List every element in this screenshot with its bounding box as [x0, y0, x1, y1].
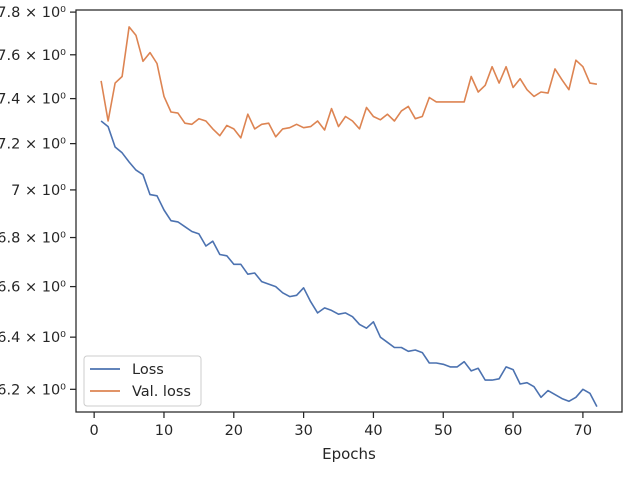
plot-area	[75, 9, 623, 413]
x-tick-label: 10	[155, 423, 173, 439]
legend-label: Loss	[132, 362, 164, 378]
y-tick-label: 6.4 × 10⁰	[0, 330, 66, 346]
x-tick-label: 60	[504, 423, 522, 439]
y-tick-label: 7 × 10⁰	[11, 183, 66, 199]
y-axis: 6.2 × 10⁰ 6.4 × 10⁰ 6.6 × 10⁰ 6.8 × 10⁰ 7 × …	[0, 5, 76, 398]
y-tick-label: 7.8 × 10⁰	[0, 5, 66, 21]
x-axis-title: Epochs	[322, 445, 376, 463]
x-tick-label: 30	[294, 423, 312, 439]
legend-label: Val. loss	[132, 384, 191, 400]
series-line-loss	[100, 120, 598, 407]
x-tick-label: 0	[90, 423, 99, 439]
series-line-val-loss	[100, 26, 598, 139]
x-tick-label: 40	[364, 423, 382, 439]
series-layer	[100, 26, 598, 407]
y-tick-label: 6.2 × 10⁰	[0, 382, 66, 398]
y-tick-label: 6.6 × 10⁰	[0, 280, 66, 296]
y-tick-label: 7.6 × 10⁰	[0, 48, 66, 64]
x-axis: 0 10 20 30 40 50 60 70	[90, 412, 592, 439]
legend: Loss Val. loss	[83, 355, 202, 407]
y-tick-label: 7.2 × 10⁰	[0, 137, 66, 153]
y-tick-label: 6.8 × 10⁰	[0, 231, 66, 247]
x-tick-label: 70	[574, 423, 592, 439]
x-tick-label: 20	[225, 423, 243, 439]
axes-frame	[75, 9, 623, 413]
x-tick-label: 50	[434, 423, 452, 439]
y-tick-label: 7.4 × 10⁰	[0, 92, 66, 108]
